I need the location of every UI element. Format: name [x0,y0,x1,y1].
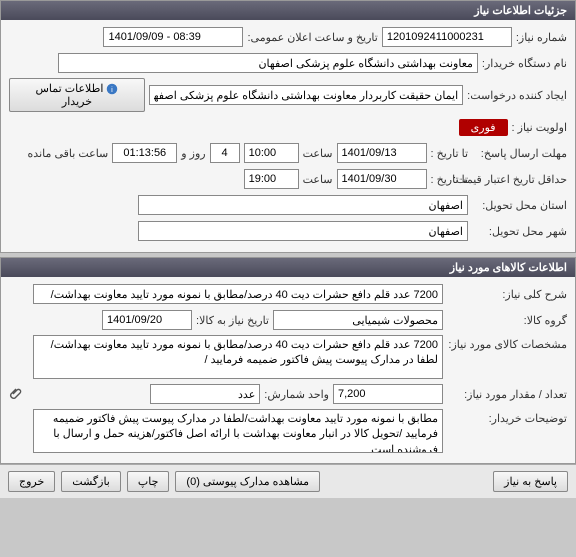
buyer-org-label: نام دستگاه خریدار: [482,57,567,70]
min-valid-date-field[interactable] [337,169,427,189]
time-label-1: ساعت [303,147,333,160]
priority-label: اولویت نیاز : [512,121,567,134]
need-no-field[interactable] [382,27,512,47]
need-no-label: شماره نیاز: [516,31,567,44]
info-icon: i [106,83,118,95]
qty-field[interactable] [333,384,443,404]
need-info-body: شماره نیاز: تاریخ و ساعت اعلان عمومی: نا… [1,20,575,252]
need-info-header: جزئیات اطلاعات نیاز [1,1,575,20]
contact-buyer-label: اطلاعات تماس خریدار [35,83,103,108]
group-label: گروه کالا: [447,314,567,327]
unit-field[interactable] [150,384,260,404]
days-and-label: روز و [181,147,205,160]
reply-button[interactable]: پاسخ به نیاز [493,471,568,492]
province-label: استان محل تحویل: [472,199,567,212]
goods-info-title: اطلاعات کالاهای مورد نیاز [450,262,567,274]
province-field[interactable] [138,195,468,215]
goods-info-panel: اطلاعات کالاهای مورد نیاز شرح کلی نیاز: … [0,257,576,464]
time-label-2: ساعت [303,173,333,186]
remaining-time-field[interactable] [112,143,177,163]
contact-buyer-button[interactable]: i اطلاعات تماس خریدار [9,78,145,112]
buyer-note-field[interactable] [33,409,443,453]
city-label: شهر محل تحویل: [472,225,567,238]
exit-label: خروج [19,476,44,488]
until-label-1: تا تاریخ : [431,147,468,160]
overview-label: شرح کلی نیاز: [447,288,567,301]
exit-button[interactable]: خروج [8,471,55,492]
remaining-label: ساعت باقی مانده [28,147,109,160]
until-label-2: تا تاریخ : [431,173,468,186]
need-info-title: جزئیات اطلاعات نیاز [474,5,567,17]
deadline-label: مهلت ارسال پاسخ: [472,147,567,160]
deadline-date-field[interactable] [337,143,427,163]
qty-label: تعداد / مقدار مورد نیاز: [447,388,567,401]
announce-field[interactable] [103,27,243,47]
overview-field[interactable] [33,284,443,304]
priority-badge: فوری [459,119,508,136]
view-attachments-label: مشاهده مدارک پیوستی (0) [186,476,309,488]
city-field[interactable] [138,221,468,241]
reply-label: پاسخ به نیاز [504,476,557,488]
back-button[interactable]: بازگشت [61,471,121,492]
deadline-time-field[interactable] [244,143,299,163]
days-remaining-field[interactable] [210,143,240,163]
back-label: بازگشت [72,476,110,488]
spec-field[interactable] [33,335,443,379]
buyer-note-label: توضیحات خریدار: [447,409,567,425]
need-date-field[interactable] [102,310,192,330]
group-field[interactable] [273,310,443,330]
buyer-org-field[interactable] [58,53,478,73]
attachment-icon[interactable] [9,386,25,402]
need-info-panel: جزئیات اطلاعات نیاز شماره نیاز: تاریخ و … [0,0,576,253]
spec-label: مشخصات کالای مورد نیاز: [447,335,567,351]
footer-bar: پاسخ به نیاز مشاهده مدارک پیوستی (0) چاپ… [0,464,576,498]
requester-field[interactable] [149,85,463,105]
min-valid-label: حداقل تاریخ اعتبار قیمت: [472,173,567,186]
print-label: چاپ [138,476,159,488]
goods-info-body: شرح کلی نیاز: گروه کالا: تاریخ نیاز به ک… [1,277,575,463]
print-button[interactable]: چاپ [127,471,170,492]
announce-label: تاریخ و ساعت اعلان عمومی: [247,31,377,44]
view-attachments-button[interactable]: مشاهده مدارک پیوستی (0) [175,471,320,492]
requester-label: ایجاد کننده درخواست: [467,89,567,102]
need-date-label: تاریخ نیاز به کالا: [196,314,269,327]
min-valid-time-field[interactable] [244,169,299,189]
goods-info-header: اطلاعات کالاهای مورد نیاز [1,258,575,277]
unit-label: واحد شمارش: [264,388,329,401]
